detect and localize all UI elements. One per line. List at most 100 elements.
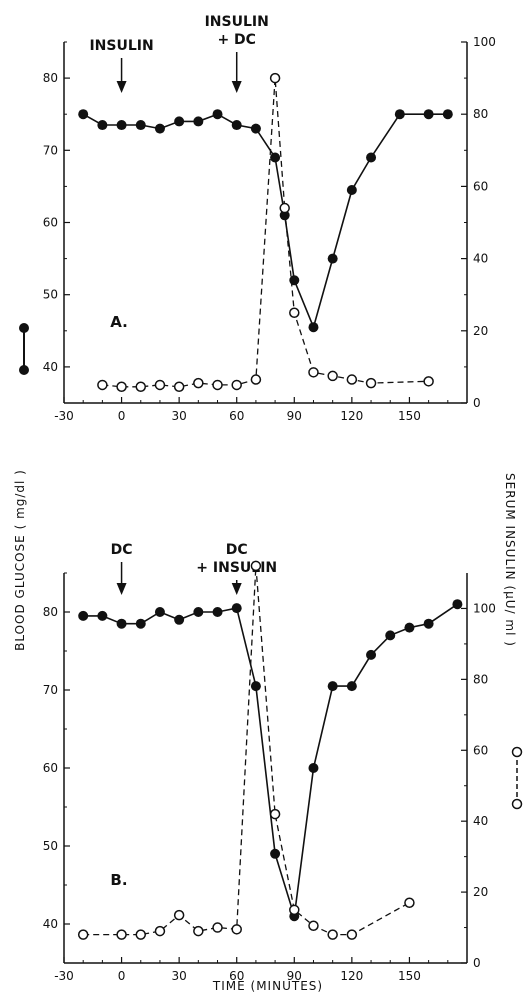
glucose-point — [78, 109, 89, 120]
glucose-point — [231, 120, 242, 131]
glucose-point — [366, 152, 377, 163]
insulin-point — [173, 909, 185, 921]
insulin-point — [77, 929, 89, 940]
arrow-head — [116, 583, 127, 595]
x-axis-label: TIME (MINUTES) — [212, 979, 323, 993]
glucose-point — [135, 120, 146, 131]
glucose-point — [442, 109, 453, 120]
y-left-tick-label: 40 — [43, 360, 58, 374]
x-tick-label: 0 — [118, 969, 126, 983]
y-right-tick-label: 60 — [473, 743, 488, 757]
insulin-point — [279, 202, 290, 214]
insulin-point — [212, 922, 223, 933]
x-tick-label: 90 — [287, 969, 302, 983]
glucose-point — [346, 185, 357, 196]
glucose-point — [135, 618, 146, 629]
glucose-point — [289, 275, 300, 286]
y-right-tick-label: 40 — [473, 814, 488, 828]
y-left-tick-label: 50 — [43, 288, 58, 302]
glucose-point — [154, 607, 165, 617]
x-tick-label: -30 — [54, 969, 74, 983]
insulin-point — [250, 374, 262, 385]
annotation-text: DC — [226, 542, 248, 558]
glucose-point — [385, 630, 396, 641]
glucose-point — [116, 618, 127, 629]
insulin-point — [289, 904, 300, 916]
y-right-tick-label: 20 — [473, 885, 488, 899]
insulin-point — [154, 379, 166, 391]
glucose-point — [78, 610, 89, 621]
insulin-point — [250, 560, 262, 572]
y-left-tick-label: 50 — [43, 839, 58, 853]
x-tick-label: 90 — [287, 409, 302, 423]
insulin-point — [135, 929, 147, 940]
x-tick-label: 60 — [229, 409, 244, 423]
insulin-point — [193, 377, 204, 389]
y-right-tick-label: 80 — [473, 107, 488, 121]
insulin-point — [231, 924, 242, 935]
legend-glucose — [19, 323, 29, 375]
legend-insulin — [511, 746, 523, 810]
right-axis-label: SERUM INSULIN (µU/ ml ) — [503, 473, 517, 647]
insulin-point — [116, 381, 127, 393]
annotation-text: INSULIN — [89, 38, 153, 54]
y-left-tick-label: 60 — [43, 216, 58, 230]
insulin-point — [97, 379, 108, 391]
glucose-point — [97, 120, 108, 131]
glucose-point — [250, 681, 261, 692]
insulin-point — [173, 381, 185, 393]
y-right-tick-label: 80 — [473, 672, 488, 686]
panel-b: -30 0 30 60 90 120 150 40 50 60 70 80 0 20 40 60 80 100 DC… — [43, 542, 496, 983]
x-tick-label: 150 — [398, 409, 421, 423]
glucose-point — [193, 607, 204, 617]
arrow-head — [116, 81, 127, 93]
y-left-tick-label: 40 — [43, 917, 58, 931]
glucose-point — [116, 120, 127, 131]
y-left-tick-label: 70 — [43, 683, 58, 697]
annotation-text: DC — [111, 542, 133, 558]
annotation-text: INSULIN — [205, 14, 269, 30]
insulin-point — [154, 925, 166, 937]
insulin-line — [83, 565, 410, 936]
insulin-point — [346, 374, 358, 385]
glucose-point — [231, 603, 242, 614]
glucose-point — [193, 116, 204, 127]
glucose-point — [346, 681, 357, 692]
arrow-head — [231, 583, 242, 595]
x-tick-label: 30 — [172, 969, 187, 983]
glucose-point — [308, 763, 319, 773]
glucose-point — [174, 116, 185, 127]
panel-label: A. — [110, 313, 128, 331]
glucose-point — [327, 253, 338, 264]
y-right-tick-label: 60 — [473, 179, 488, 193]
y-left-tick-label: 80 — [43, 605, 58, 619]
y-right-tick-label: 100 — [473, 35, 496, 49]
y-right-tick-label: 100 — [473, 601, 496, 615]
glucose-point — [270, 152, 281, 163]
y-left-tick-label: 60 — [43, 761, 58, 775]
insulin-point — [365, 377, 377, 389]
y-right-tick-label: 20 — [473, 324, 488, 338]
insulin-point — [135, 381, 147, 393]
insulin-point — [308, 920, 319, 932]
insulin-point — [231, 379, 242, 391]
glucose-point — [452, 599, 463, 610]
x-tick-label: 120 — [340, 969, 363, 983]
insulin-point — [289, 307, 300, 318]
annotation-text: + INSULIN — [196, 560, 277, 576]
glucose-point — [423, 618, 434, 629]
y-right-tick-label: 0 — [473, 396, 481, 410]
x-tick-label: 150 — [398, 969, 421, 983]
x-tick-label: 60 — [229, 969, 244, 983]
glucose-point — [212, 109, 223, 120]
glucose-point — [404, 622, 415, 633]
x-tick-label: 120 — [340, 409, 363, 423]
panel-label: B. — [110, 871, 127, 889]
y-left-tick-label: 80 — [43, 71, 58, 85]
insulin-point — [269, 808, 281, 820]
x-tick-label: 0 — [118, 409, 126, 423]
arrow-head — [231, 81, 242, 93]
insulin-point — [193, 925, 204, 937]
insulin-point — [327, 929, 338, 940]
